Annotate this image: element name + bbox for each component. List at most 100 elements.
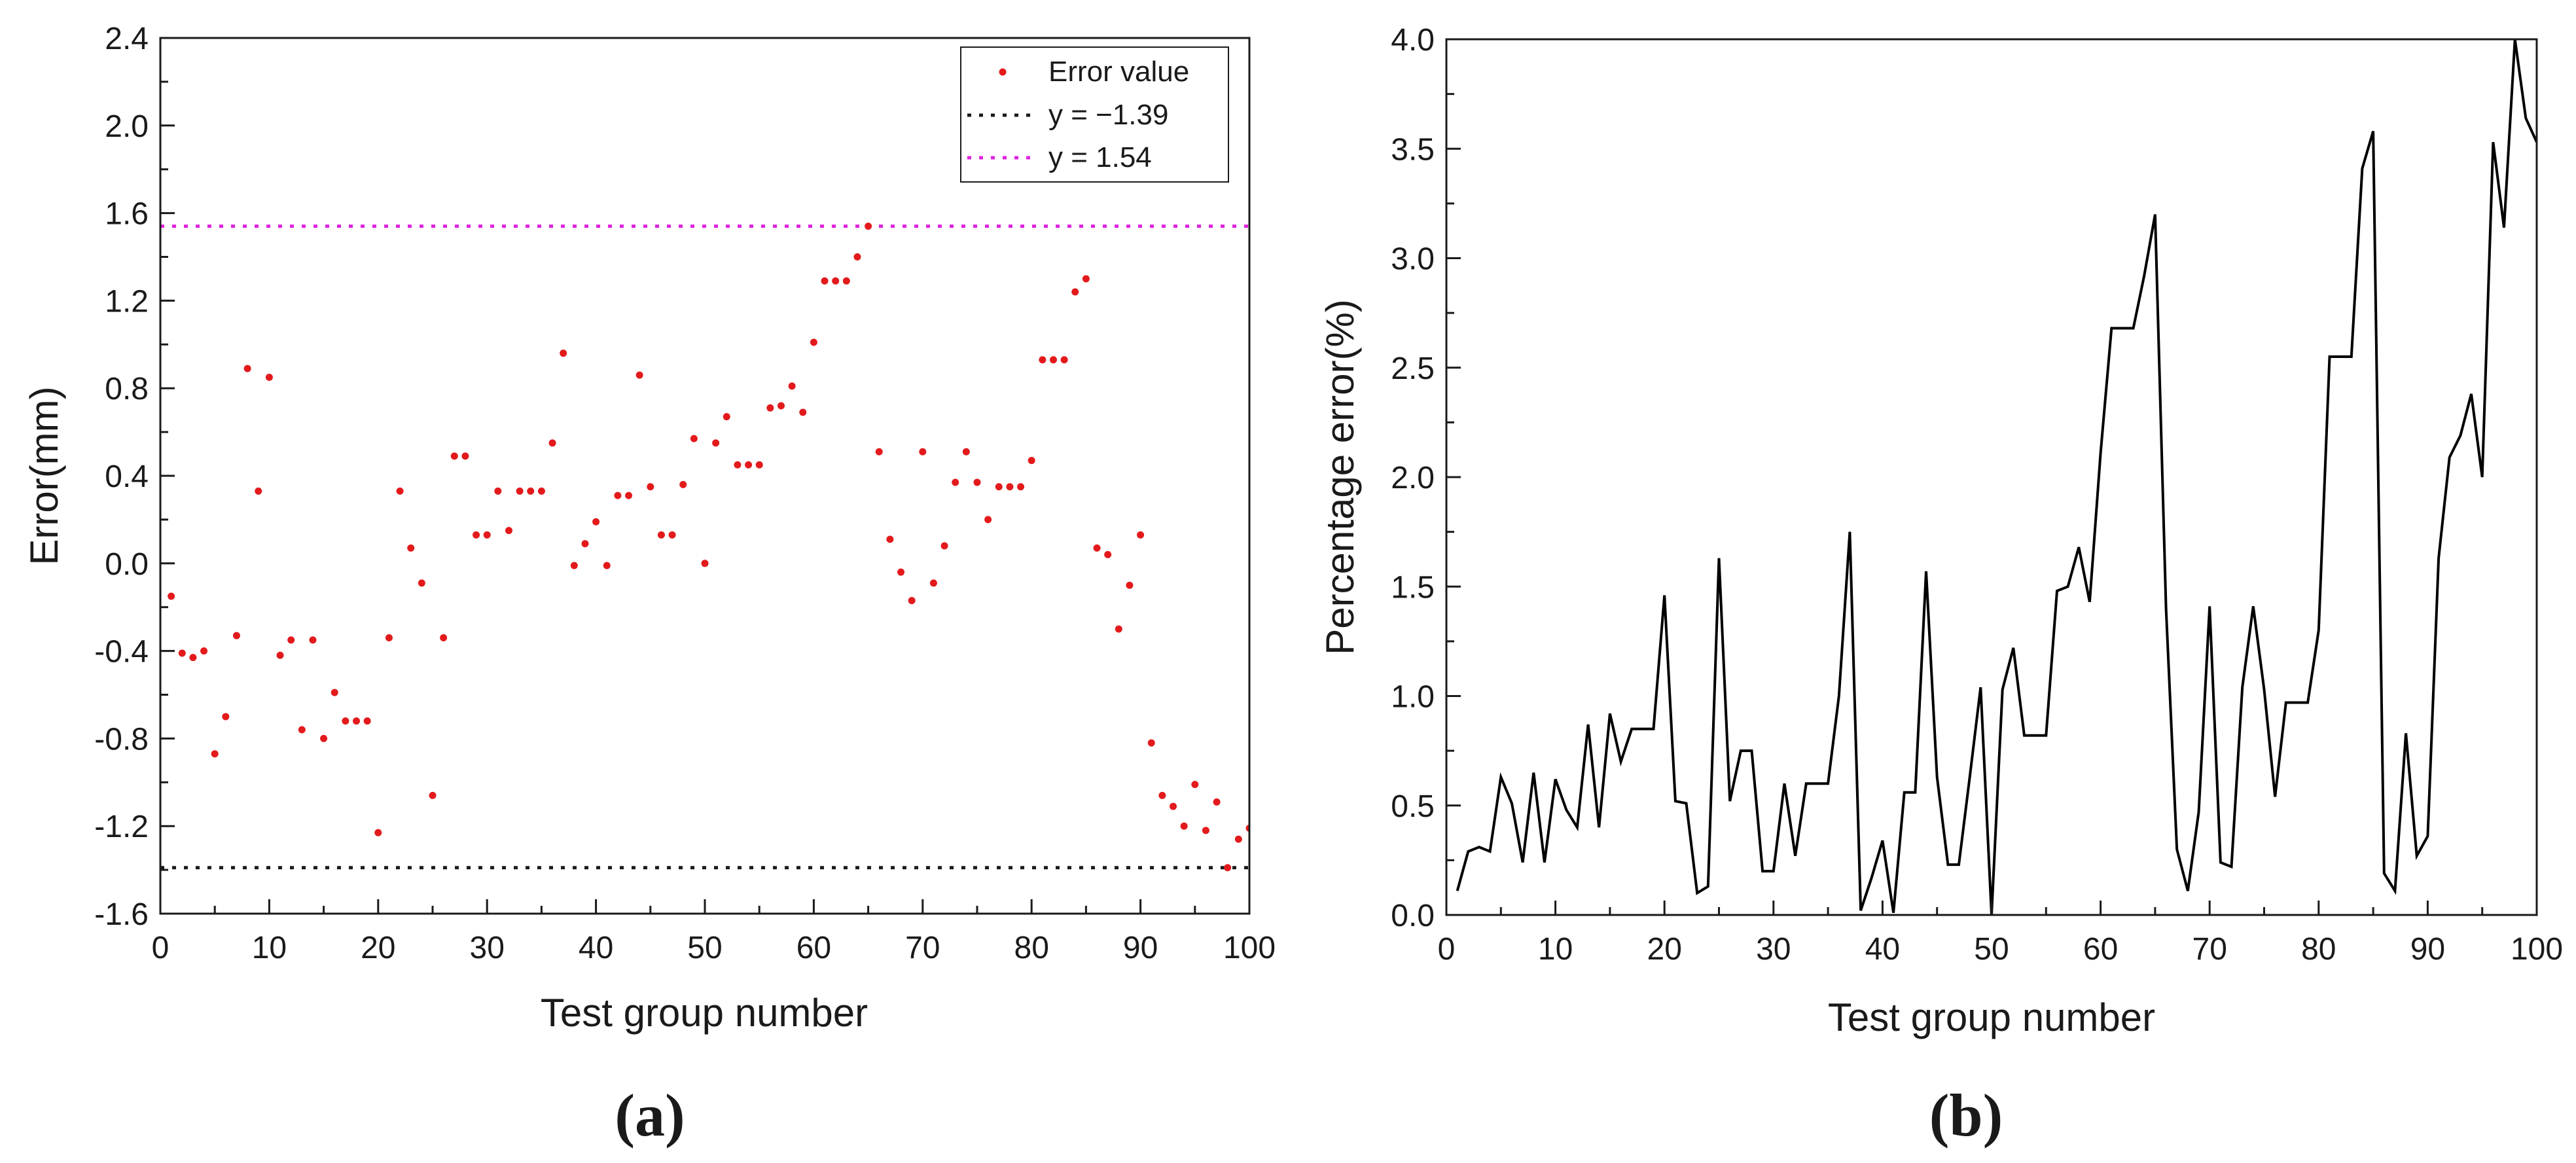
error-point (842, 277, 850, 285)
error-point (320, 734, 328, 742)
error-point (461, 452, 469, 460)
error-point (919, 448, 927, 456)
panel-b-x-tick-label: 10 (1538, 932, 1573, 967)
error-point (1060, 356, 1068, 364)
panel-b-x-tick-label: 100 (2511, 932, 2563, 967)
error-point (984, 516, 992, 524)
error-point (810, 338, 817, 346)
panel-b-x-tick-label: 70 (2192, 932, 2227, 967)
panel-b-y-tick-label: 4.0 (1391, 23, 1435, 58)
error-point (516, 487, 524, 495)
error-point (886, 535, 894, 543)
error-point (788, 382, 796, 390)
panel-a-legend: Error value y = −1.39 y = 1.54 (960, 46, 1229, 183)
panel-b-y-tick-label: 2.0 (1391, 461, 1435, 495)
panel-b-y-tick-label: 3.0 (1391, 242, 1435, 277)
error-point (832, 277, 840, 285)
panel-a-x-tick-label: 20 (361, 931, 395, 965)
panel-b-x-tick-label: 40 (1865, 932, 1900, 967)
panel-a-reference-lines (160, 224, 1249, 870)
error-point (222, 713, 230, 721)
error-point (331, 689, 338, 696)
legend-label-upper-bound: y = 1.54 (1048, 141, 1152, 173)
error-point (1170, 802, 1177, 810)
error-point (962, 448, 970, 456)
legend-marker-error-value (999, 68, 1007, 76)
error-point (1213, 798, 1221, 806)
error-point (407, 544, 415, 552)
error-point (1224, 864, 1232, 872)
error-point (374, 829, 382, 836)
panel-b-y-tick-label: 0.5 (1391, 789, 1435, 824)
error-point (1082, 275, 1090, 283)
error-point (657, 531, 665, 539)
panel-b-x-tick-label: 90 (2410, 932, 2445, 967)
percentage-error-line (1456, 39, 2537, 915)
error-point (690, 435, 698, 442)
error-point (298, 726, 306, 734)
panel-a-x-tick-label: 50 (687, 931, 722, 965)
error-point (1006, 483, 1014, 491)
error-point (635, 371, 643, 379)
error-point (1126, 581, 1134, 589)
error-point (1234, 835, 1242, 843)
error-point (1202, 827, 1209, 834)
error-point (755, 461, 763, 469)
panel-a-y-tick-label: -0.8 (94, 722, 149, 757)
error-point (287, 636, 295, 644)
panel-a: 0 10 20 30 40 50 60 70 80 90 100 -1.6 -1.2 -0.8 -0.4 0… (22, 22, 1276, 1149)
error-point (668, 531, 676, 539)
error-point (799, 408, 807, 416)
legend-label-error-value: Error value (1048, 56, 1189, 88)
panel-b-y-axis-title: Percentage error(%) (1318, 299, 1362, 655)
panel-a-x-tick-label: 40 (579, 931, 613, 965)
error-point (679, 480, 687, 488)
panel-b-x-tick-label: 60 (2083, 932, 2118, 967)
error-point (603, 562, 611, 569)
legend-label-lower-bound: y = −1.39 (1048, 99, 1168, 131)
error-point (548, 439, 556, 447)
panel-b-x-tick-label: 20 (1647, 932, 1682, 967)
error-point (647, 483, 654, 491)
error-point (1158, 791, 1166, 799)
panel-b-x-tick-label: 50 (1974, 932, 2009, 967)
error-point (766, 404, 774, 412)
error-point (952, 478, 959, 486)
error-point (560, 349, 567, 357)
panel-a-y-tick-label: -1.2 (94, 810, 149, 844)
error-point (494, 487, 502, 495)
error-point (211, 750, 219, 758)
panel-b-x-axis-title: Test group number (1828, 995, 2155, 1039)
panel-a-x-axis-title: Test group number (541, 991, 868, 1035)
panel-b-x-ticks: 0 10 20 30 40 50 60 70 80 90 100 (1438, 901, 2563, 967)
error-point (929, 579, 937, 587)
error-point (429, 791, 437, 799)
panel-b-x-tick-label: 30 (1756, 932, 1791, 967)
error-point (243, 365, 251, 372)
panel-a-x-tick-label: 80 (1014, 931, 1049, 965)
error-point (734, 461, 742, 469)
error-point (527, 487, 535, 495)
error-point (940, 542, 948, 550)
error-point (385, 634, 393, 642)
error-point (592, 518, 600, 526)
panel-a-y-tick-label: 1.2 (105, 284, 149, 319)
error-point (1017, 483, 1025, 491)
error-point (483, 531, 491, 539)
error-point (178, 649, 186, 657)
panel-a-y-tick-label: 2.4 (105, 22, 149, 56)
panel-a-y-tick-label: -0.4 (94, 635, 149, 670)
error-point (625, 492, 633, 499)
error-point (418, 579, 425, 587)
error-point (232, 632, 240, 639)
panel-a-x-tick-label: 0 (152, 931, 170, 965)
error-point (1071, 288, 1079, 296)
error-point (440, 634, 448, 642)
error-point (701, 560, 709, 567)
error-point (581, 540, 589, 548)
error-point (712, 439, 720, 447)
error-point (1028, 457, 1035, 465)
error-point (777, 402, 785, 410)
panel-a-x-ticks: 0 10 20 30 40 50 60 70 80 90 100 (152, 899, 1276, 965)
error-point (537, 487, 545, 495)
